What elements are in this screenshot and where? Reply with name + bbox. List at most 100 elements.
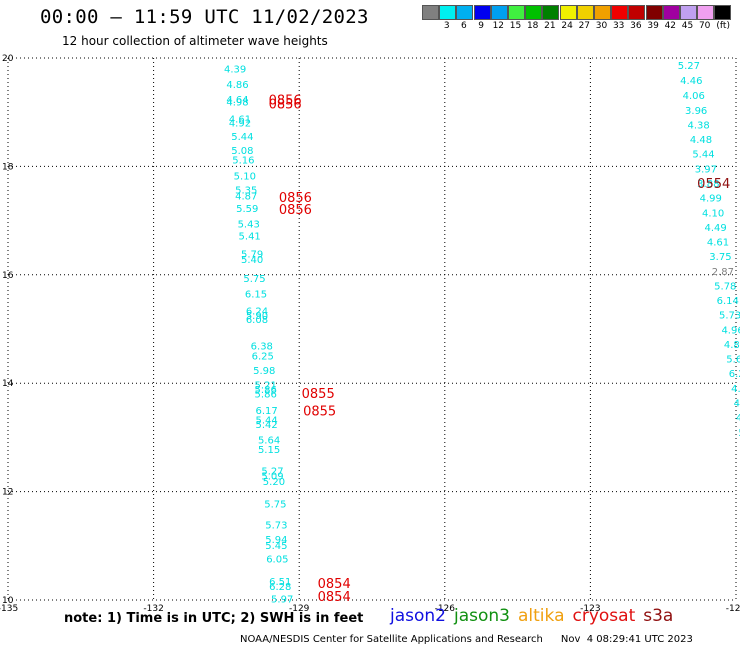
wave-height-label: 4.87 <box>235 191 257 202</box>
wave-height-label: 5.86 <box>255 385 277 396</box>
wave-height-label: 5.73 <box>265 520 287 531</box>
wave-height-label: 5.75 <box>264 499 286 510</box>
wave-height-label: 5.44 <box>256 415 278 426</box>
colorbar-label: 15 <box>509 21 522 31</box>
colorbar-swatch <box>697 5 715 20</box>
colorbar-label: 70 <box>698 21 711 31</box>
colorbar-label: 39 <box>647 21 659 31</box>
wave-height-label: 4.99 <box>700 194 722 205</box>
legend-entry-jason2: jason2 <box>390 606 446 626</box>
legend-entry-cryosat: cryosat <box>572 606 636 626</box>
colorbar-label: 45 <box>681 21 694 31</box>
wave-height-label: 5.35 <box>235 186 257 197</box>
colorbar-swatch <box>508 5 525 20</box>
wave-height-label: 4.61 <box>229 114 251 125</box>
wave-height-label: 5.08 <box>231 146 253 157</box>
x-tick-label: -135 <box>0 604 18 614</box>
wave-height-label: 5.44 <box>231 132 253 143</box>
wave-height-label: 3.75 <box>709 252 731 263</box>
wave-height-label: 4.92 <box>229 118 251 129</box>
colorbar-swatch <box>439 5 457 20</box>
wave-height-label: 5.75 <box>243 274 265 285</box>
chart-title: 00:00 – 11:59 UTC 11/02/2023 <box>40 6 369 28</box>
wave-height-label: 5.79 <box>241 249 263 260</box>
note-text: note: 1) Time is in UTC; 2) SWH is in fe… <box>64 611 364 626</box>
colorbar-label: 27 <box>578 21 591 31</box>
colorbar-swatch <box>422 5 439 20</box>
colorbar-swatch <box>456 5 474 20</box>
colorbar-label: 12 <box>492 21 505 31</box>
pass-time-label: 0856 <box>279 191 312 206</box>
wave-height-label: 5.90 <box>246 311 268 322</box>
colorbar-label: 42 <box>664 21 677 31</box>
colorbar-swatch <box>611 5 629 20</box>
colorbar-swatch <box>542 5 560 20</box>
wave-height-label: 4.54 <box>736 413 740 424</box>
wave-height-label: 4.35 <box>734 399 740 410</box>
colorbar-swatch <box>594 5 611 20</box>
legend-entry-s3a: s3a <box>643 606 674 626</box>
wave-height-label: 6.08 <box>246 315 268 326</box>
wave-height-label: 4.64 <box>731 384 740 395</box>
colorbar-label: 33 <box>612 21 625 31</box>
colorbar-label: 9 <box>478 21 484 31</box>
wave-height-label: 5.20 <box>263 477 285 488</box>
colorbar-label: 18 <box>526 21 539 31</box>
wave-height-label: 5.21 <box>255 381 277 392</box>
wave-height-label: 6.15 <box>245 290 267 301</box>
colorbar-label: 3 <box>443 21 450 31</box>
wave-height-label: 4.39 <box>224 65 246 76</box>
footer: NOAA/NESDIS Center for Satellite Applica… <box>240 634 693 645</box>
wave-height-label: 5.16 <box>232 156 254 167</box>
x-tick-label: -123 <box>580 604 600 614</box>
wave-height-label: 4.46 <box>680 76 702 87</box>
wave-height-label: 2.87 <box>712 267 734 278</box>
wave-height-label: 5.15 <box>258 445 280 456</box>
wave-height-label: 4.86 <box>226 80 248 91</box>
wave-height-label: 5.61 <box>726 355 740 366</box>
wave-height-label: 6.28 <box>269 582 291 593</box>
colorbar-swatch <box>662 5 680 20</box>
colorbar-label: 36 <box>630 21 642 31</box>
wave-height-label: 5.44 <box>692 150 714 161</box>
wave-height-label: 5.43 <box>238 220 260 231</box>
wave-height-label: 6.17 <box>256 406 278 417</box>
footer-agency: NOAA/NESDIS Center for Satellite Applica… <box>240 634 543 645</box>
colorbar-swatch <box>576 5 594 20</box>
x-tick-label: -129 <box>289 604 310 614</box>
wave-height-label: 6.24 <box>246 306 268 317</box>
wave-height-label: 5.10 <box>234 171 256 182</box>
colorbar-label: 6 <box>461 21 467 31</box>
wave-height-label: 5.97 <box>271 595 293 606</box>
y-tick-label: 10 <box>2 596 14 606</box>
y-tick-label: 12 <box>2 488 13 498</box>
wave-height-label: 5.98 <box>253 366 275 377</box>
pass-time-label: 0856 <box>279 203 312 218</box>
pass-time-label: 0854 <box>318 577 351 592</box>
colorbar-swatch <box>645 5 663 20</box>
pass-time-label: 0554 <box>697 177 730 192</box>
wave-height-label: 3.88 <box>697 179 719 190</box>
wave-height-label: 3.97 <box>695 164 717 175</box>
wave-height-label: 6.23 <box>729 369 740 380</box>
wave-height-label: 6.14 <box>717 296 739 307</box>
colorbar-swatch <box>559 5 577 20</box>
x-tick-label: -120 <box>726 604 740 614</box>
wave-height-label: 4.48 <box>690 135 712 146</box>
wave-height-label: 4.06 <box>683 91 705 102</box>
wave-height-label: 5.27 <box>261 466 283 477</box>
wave-height-label: 5.86 <box>255 389 277 400</box>
footer-timestamp: Nov 4 08:29:41 UTC 2023 <box>560 634 693 645</box>
legend-entry-altika: altika <box>518 606 565 626</box>
colorbar-swatch <box>628 5 646 20</box>
wave-height-label: 5.27 <box>678 61 700 72</box>
x-tick-label: -126 <box>435 604 456 614</box>
pass-time-label: 0855 <box>302 387 335 402</box>
colorbar-swatch <box>714 5 732 20</box>
colorbar-unit: (ft) <box>716 21 730 31</box>
y-tick-label: 18 <box>2 162 14 172</box>
wave-height-label: 6.38 <box>251 342 273 353</box>
wave-height-label: 6.05 <box>266 555 288 566</box>
wave-height-label: 5.59 <box>236 204 258 215</box>
